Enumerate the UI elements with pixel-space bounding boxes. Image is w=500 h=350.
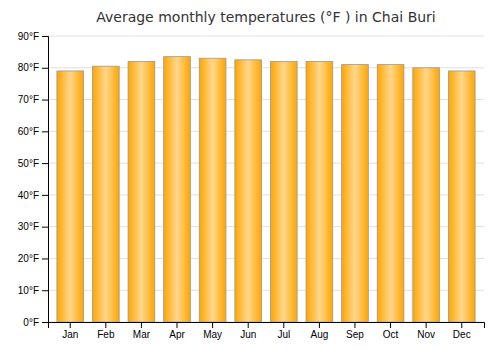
x-tick: May [203,322,222,340]
axis-line [42,37,49,323]
tick-label: Feb [97,329,115,340]
axis-line [49,323,485,329]
y-axis: 0°F 10°F 20°F 30°F 40°F 50°F 60°F 70°F 80°F 90°F [18,31,49,328]
bar [270,61,297,322]
tick-label: 20°F [18,253,39,264]
tick-mark [319,322,320,328]
x-tick: Jul [277,322,290,340]
tick-mark [42,322,48,323]
tick-label: Jun [240,329,256,340]
tick-mark [70,322,71,328]
bar [413,68,440,322]
tick-label: 0°F [23,317,39,328]
x-tick: Jun [240,322,256,340]
y-tick: 90°F [18,31,48,42]
tick-label: 60°F [18,126,39,137]
plot-area: 0°F 10°F 20°F 30°F 40°F 50°F 60°F 70°F 80°F 90°F J… [18,31,485,340]
tick-mark [42,36,48,37]
tick-mark [42,68,48,69]
tick-label: 80°F [18,62,39,73]
tick-mark [390,322,391,328]
y-tick: 20°F [18,253,48,264]
x-tick: Apr [169,322,185,340]
tick-label: Jul [277,329,290,340]
tick-mark [141,322,142,328]
tick-label: Aug [310,329,328,340]
tick-label: 30°F [18,221,39,232]
tick-label: Apr [169,329,185,340]
tick-label: Nov [417,329,435,340]
bar [57,71,84,322]
y-tick: 60°F [18,126,48,137]
x-tick: Dec [453,322,471,340]
bar [448,71,475,322]
y-tick: 80°F [18,62,48,73]
tick-mark [42,163,48,164]
tick-mark [105,322,106,328]
bar [92,66,119,322]
y-tick: 0°F [23,317,48,328]
y-tick: 50°F [18,158,48,169]
chart: 0°F 10°F 20°F 30°F 40°F 50°F 60°F 70°F 80°F 90°F J… [0,0,500,350]
tick-label: May [203,329,222,340]
x-axis: Jan Feb Mar Apr May Jun Jul Aug Sep Oct Nov Dec [49,322,485,340]
tick-label: Mar [133,329,151,340]
tick-mark [283,322,284,328]
tick-mark [354,322,355,328]
bar [342,65,369,322]
title: Average monthly temperatures (°F ) in Ch… [96,9,436,25]
grid [48,36,484,322]
x-tick: Mar [133,322,151,340]
tick-label: Sep [346,329,364,340]
x-tick: Jan [62,322,78,340]
x-tick: Oct [383,322,399,340]
x-tick: Sep [346,322,364,340]
y-tick: 40°F [18,190,48,201]
tick-label: 50°F [18,158,39,169]
x-tick: Aug [310,322,328,340]
tick-mark [42,227,48,228]
tick-mark [461,322,462,328]
tick-mark [42,258,48,259]
tick-label: Jan [62,329,78,340]
bars [57,57,475,322]
bar [199,58,226,322]
tick-mark [426,322,427,328]
bar [128,61,155,322]
tick-label: Dec [453,329,471,340]
tick-mark [177,322,178,328]
bar [377,65,404,322]
tick-mark [42,100,48,101]
y-tick: 70°F [18,94,48,105]
tick-mark [42,131,48,132]
tick-label: 10°F [18,285,39,296]
tick-label: 40°F [18,190,39,201]
tick-label: 90°F [18,31,39,42]
x-tick: Nov [417,322,435,340]
bar [235,60,262,322]
tick-mark [212,322,213,328]
tick-mark [42,290,48,291]
bar [164,57,191,322]
tick-mark [248,322,249,328]
x-tick: Feb [97,322,115,340]
y-tick: 30°F [18,221,48,232]
tick-mark [42,195,48,196]
tick-label: Oct [383,329,399,340]
tick-label: 70°F [18,94,39,105]
bar [306,61,333,322]
grid-line [48,36,484,37]
y-tick: 10°F [18,285,48,296]
